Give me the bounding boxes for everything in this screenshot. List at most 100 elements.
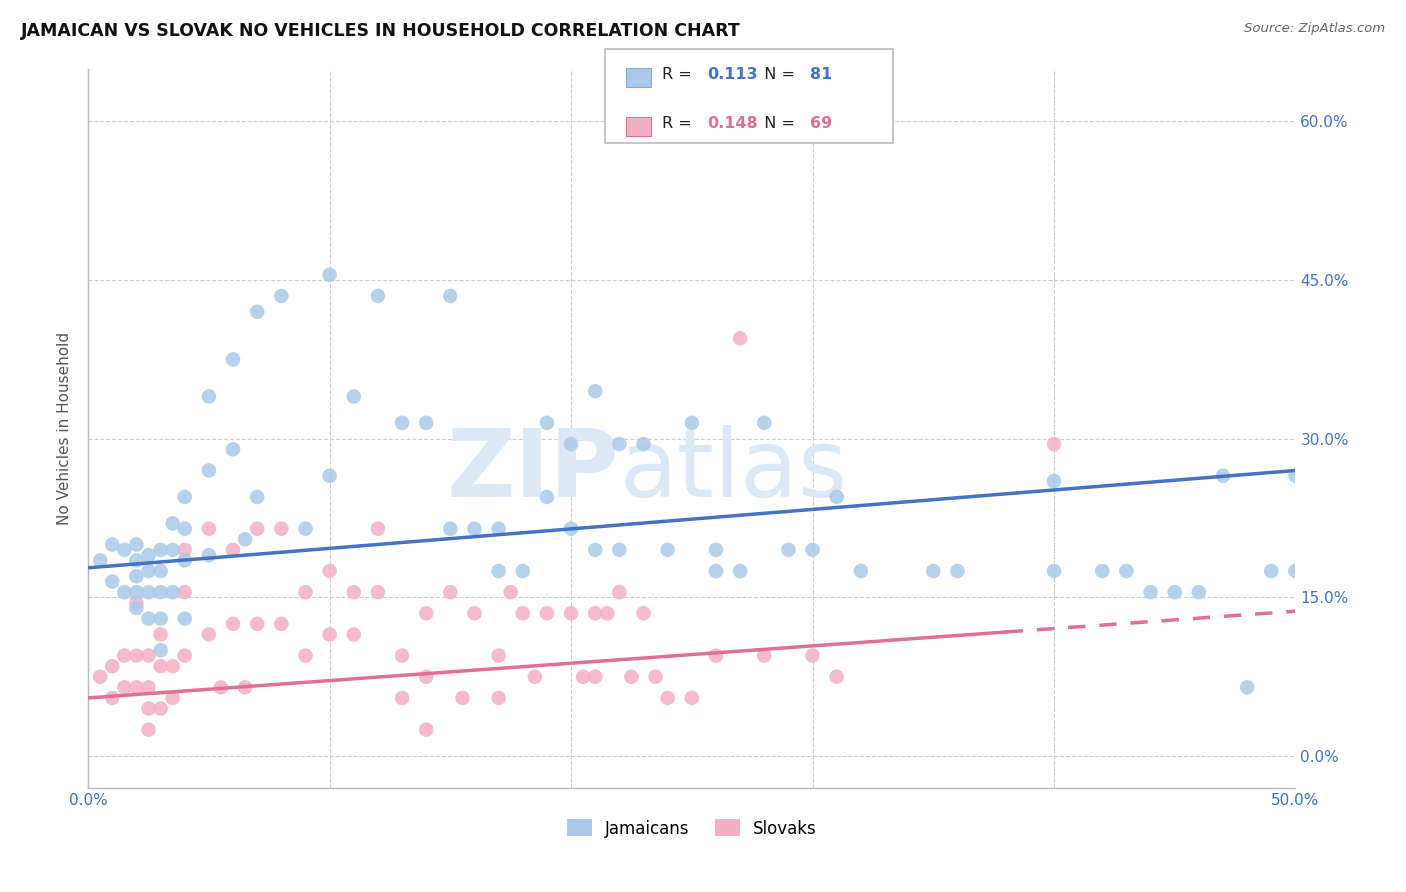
Text: JAMAICAN VS SLOVAK NO VEHICLES IN HOUSEHOLD CORRELATION CHART: JAMAICAN VS SLOVAK NO VEHICLES IN HOUSEH… bbox=[21, 22, 741, 40]
Point bbox=[609, 542, 631, 557]
Point bbox=[294, 585, 316, 599]
Point bbox=[825, 490, 848, 504]
Point bbox=[415, 416, 437, 430]
Point bbox=[162, 690, 184, 705]
Point bbox=[1115, 564, 1137, 578]
Point bbox=[138, 564, 160, 578]
Text: R =: R = bbox=[662, 116, 697, 130]
Point bbox=[125, 596, 148, 610]
Point bbox=[1284, 564, 1306, 578]
Point bbox=[609, 437, 631, 451]
Point bbox=[1043, 564, 1066, 578]
Point bbox=[270, 522, 292, 536]
Point bbox=[439, 585, 461, 599]
Point bbox=[233, 681, 256, 695]
Point bbox=[583, 607, 606, 621]
Point bbox=[222, 352, 245, 367]
Point bbox=[801, 648, 824, 663]
Point bbox=[463, 607, 485, 621]
Point bbox=[1284, 468, 1306, 483]
Point bbox=[583, 384, 606, 399]
Point bbox=[162, 542, 184, 557]
Point bbox=[246, 616, 269, 631]
Point bbox=[728, 564, 751, 578]
Point bbox=[536, 607, 558, 621]
Point bbox=[138, 701, 160, 715]
Point bbox=[1188, 585, 1211, 599]
Point bbox=[138, 648, 160, 663]
Point bbox=[1091, 564, 1114, 578]
Point bbox=[704, 648, 727, 663]
Point bbox=[149, 611, 172, 625]
Point bbox=[270, 616, 292, 631]
Point bbox=[125, 601, 148, 615]
Point bbox=[704, 564, 727, 578]
Point bbox=[488, 522, 510, 536]
Point bbox=[149, 701, 172, 715]
Legend: Jamaicans, Slovaks: Jamaicans, Slovaks bbox=[560, 813, 824, 844]
Point bbox=[209, 681, 232, 695]
Point bbox=[644, 670, 666, 684]
Point bbox=[101, 574, 124, 589]
Point bbox=[125, 648, 148, 663]
Point bbox=[173, 585, 195, 599]
Point bbox=[609, 585, 631, 599]
Point bbox=[415, 723, 437, 737]
Point bbox=[367, 585, 389, 599]
Point bbox=[173, 522, 195, 536]
Point bbox=[439, 289, 461, 303]
Point bbox=[415, 670, 437, 684]
Point bbox=[681, 690, 703, 705]
Point bbox=[222, 542, 245, 557]
Point bbox=[439, 522, 461, 536]
Point bbox=[125, 681, 148, 695]
Text: atlas: atlas bbox=[620, 425, 848, 517]
Y-axis label: No Vehicles in Household: No Vehicles in Household bbox=[58, 332, 72, 524]
Point bbox=[1043, 437, 1066, 451]
Point bbox=[572, 670, 595, 684]
Point bbox=[946, 564, 969, 578]
Point bbox=[560, 522, 582, 536]
Point bbox=[198, 463, 221, 477]
Point bbox=[233, 533, 256, 547]
Text: 0.148: 0.148 bbox=[707, 116, 758, 130]
Point bbox=[922, 564, 945, 578]
Point bbox=[596, 607, 619, 621]
Point bbox=[488, 648, 510, 663]
Point bbox=[162, 585, 184, 599]
Point bbox=[138, 723, 160, 737]
Point bbox=[536, 416, 558, 430]
Point bbox=[198, 389, 221, 403]
Point bbox=[512, 607, 534, 621]
Point bbox=[125, 585, 148, 599]
Point bbox=[112, 681, 135, 695]
Point bbox=[499, 585, 522, 599]
Text: 69: 69 bbox=[810, 116, 832, 130]
Point bbox=[149, 542, 172, 557]
Point bbox=[620, 670, 643, 684]
Point bbox=[162, 659, 184, 673]
Point bbox=[270, 289, 292, 303]
Point bbox=[294, 522, 316, 536]
Point bbox=[125, 537, 148, 551]
Point bbox=[1043, 474, 1066, 488]
Point bbox=[149, 585, 172, 599]
Point bbox=[112, 542, 135, 557]
Point bbox=[173, 490, 195, 504]
Point bbox=[149, 659, 172, 673]
Point bbox=[125, 569, 148, 583]
Point bbox=[488, 564, 510, 578]
Point bbox=[1260, 564, 1282, 578]
Point bbox=[633, 437, 655, 451]
Point bbox=[391, 690, 413, 705]
Point bbox=[318, 627, 340, 641]
Point bbox=[367, 522, 389, 536]
Point bbox=[318, 564, 340, 578]
Text: 0.113: 0.113 bbox=[707, 67, 758, 81]
Point bbox=[173, 648, 195, 663]
Point bbox=[583, 670, 606, 684]
Point bbox=[149, 643, 172, 657]
Text: R =: R = bbox=[662, 67, 697, 81]
Point bbox=[367, 289, 389, 303]
Point bbox=[138, 585, 160, 599]
